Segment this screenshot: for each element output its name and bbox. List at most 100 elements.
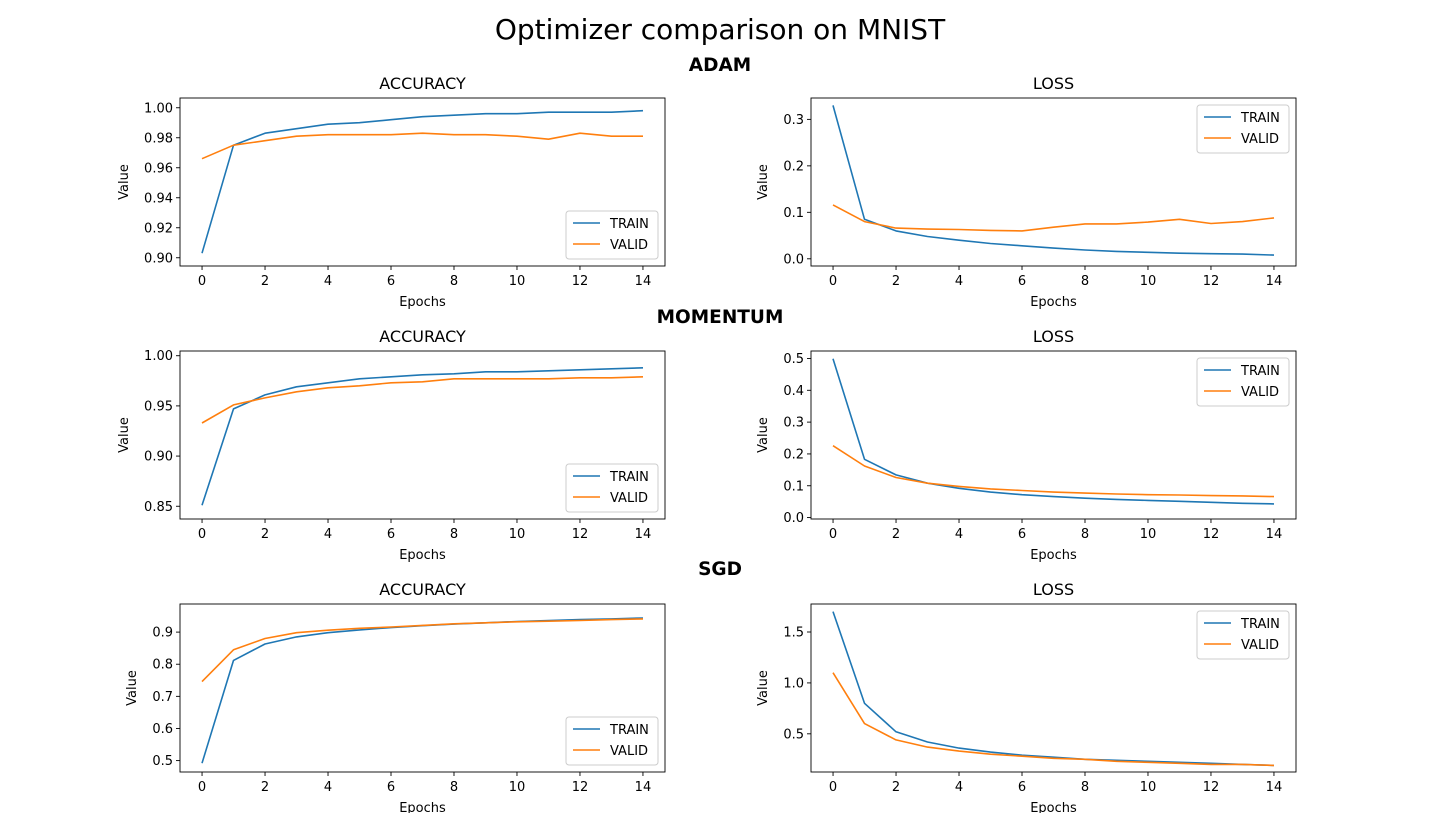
series-line-train	[201, 109, 644, 254]
legend: TRAIN VALID	[1196, 104, 1290, 154]
y-tick-label: 0.1	[783, 479, 804, 494]
x-tick-label: 8	[1081, 527, 1089, 542]
x-tick-label: 8	[1081, 780, 1089, 795]
x-tick-label: 4	[955, 274, 963, 289]
x-tick-label: 4	[324, 527, 332, 542]
x-tick-label: 6	[387, 527, 395, 542]
axes-frame	[810, 350, 1297, 520]
x-axis-label: Epochs	[1030, 295, 1077, 310]
legend: TRAIN VALID	[565, 463, 659, 513]
x-tick-label: 4	[955, 527, 963, 542]
row-title-sgd: SGD	[698, 559, 742, 580]
figure-title: Optimizer comparison on MNIST	[494, 13, 946, 46]
x-tick-label: 6	[387, 274, 395, 289]
y-tick-label: 0.90	[144, 251, 173, 266]
subplot-sgd-accuracy: ACCURACY 0 2 4 6 8 10 12 14 0.5 0.6 0.7 0.8 0.9 Epochs…	[125, 580, 666, 813]
x-tick-label: 12	[572, 780, 589, 795]
series-line-valid	[832, 672, 1275, 767]
y-axis-label: Value	[117, 164, 132, 200]
x-tick-label: 10	[509, 527, 526, 542]
x-tick-label: 0	[198, 527, 206, 542]
y-tick-label: 0.95	[144, 399, 173, 414]
y-tick-label: 1.00	[144, 101, 173, 116]
x-tick-label: 10	[1140, 274, 1157, 289]
y-tick-label: 0.2	[783, 159, 804, 174]
row-title-adam: ADAM	[688, 55, 752, 76]
legend-label-valid: VALID	[1241, 385, 1279, 400]
x-tick-label: 14	[1266, 274, 1283, 289]
y-tick-label: 0.5	[783, 352, 804, 367]
series-line-train	[832, 358, 1275, 505]
x-tick-label: 12	[1203, 780, 1220, 795]
y-tick-label: 1.5	[783, 626, 804, 641]
axes-frame	[810, 97, 1297, 267]
x-tick-label: 10	[1140, 527, 1157, 542]
series-line-train	[832, 611, 1275, 767]
y-tick-label: 0.90	[144, 450, 173, 465]
x-tick-label: 10	[509, 780, 526, 795]
x-tick-label: 10	[1140, 780, 1157, 795]
y-tick-label: 0.1	[783, 206, 804, 221]
legend-label-train: TRAIN	[609, 723, 649, 738]
x-tick-label: 4	[324, 780, 332, 795]
y-tick-label: 0.4	[783, 384, 804, 399]
x-tick-label: 2	[261, 780, 269, 795]
y-tick-label: 1.00	[144, 349, 173, 364]
legend: TRAIN VALID	[565, 210, 659, 260]
x-tick-label: 14	[1266, 527, 1283, 542]
x-tick-label: 8	[450, 527, 458, 542]
legend-label-train: TRAIN	[1240, 617, 1280, 632]
x-tick-label: 0	[198, 780, 206, 795]
legend: TRAIN VALID	[1196, 610, 1290, 660]
x-tick-label: 2	[892, 780, 900, 795]
series-line-valid	[201, 132, 643, 160]
subplot-adam-accuracy: ACCURACY 0 2 4 6 8 10 12 14 0.90 0.92 0.94 0.96 0.98 1…	[117, 74, 666, 310]
y-tick-label: 0.3	[783, 416, 804, 431]
y-tick-label: 0.0	[783, 511, 804, 526]
x-axis-label: Epochs	[399, 548, 446, 563]
series-line-valid	[201, 618, 644, 683]
series-line-valid	[201, 376, 644, 424]
x-tick-label: 8	[1081, 274, 1089, 289]
y-tick-label: 0.6	[152, 722, 173, 737]
y-tick-label: 0.5	[152, 754, 173, 769]
series-line-valid	[832, 445, 1275, 498]
x-tick-label: 12	[572, 274, 589, 289]
subplot-title: LOSS	[1033, 327, 1074, 346]
x-tick-label: 0	[829, 780, 837, 795]
x-tick-label: 14	[1266, 780, 1283, 795]
subplot-title: LOSS	[1033, 580, 1074, 599]
y-tick-label: 0.94	[144, 191, 173, 206]
x-tick-label: 2	[892, 527, 900, 542]
legend-label-train: TRAIN	[609, 470, 649, 485]
x-tick-label: 6	[387, 780, 395, 795]
y-axis-label: Value	[756, 670, 771, 706]
x-tick-label: 2	[261, 527, 269, 542]
x-tick-label: 2	[261, 274, 269, 289]
y-tick-label: 1.0	[783, 676, 804, 691]
x-tick-label: 12	[1203, 274, 1220, 289]
subplot-title: LOSS	[1033, 74, 1074, 93]
legend-label-train: TRAIN	[1240, 111, 1280, 126]
legend-label-valid: VALID	[610, 238, 648, 253]
subplot-title: ACCURACY	[379, 580, 466, 599]
y-axis-label: Value	[756, 417, 771, 453]
x-tick-label: 2	[892, 274, 900, 289]
y-tick-label: 0.98	[144, 131, 173, 146]
x-tick-label: 0	[829, 274, 837, 289]
subplot-title: ACCURACY	[379, 74, 466, 93]
subplot-momentum-accuracy: ACCURACY 0 2 4 6 8 10 12 14 0.85 0.90 0.95 1.00 Epoch…	[117, 327, 666, 563]
y-tick-label: 0.85	[144, 500, 173, 515]
legend: TRAIN VALID	[1196, 357, 1290, 407]
x-tick-label: 14	[635, 527, 652, 542]
x-axis-label: Epochs	[399, 295, 446, 310]
x-tick-label: 6	[1018, 527, 1026, 542]
axes-frame	[179, 97, 666, 267]
axes-frame	[810, 603, 1297, 773]
x-tick-label: 8	[450, 780, 458, 795]
legend-label-train: TRAIN	[1240, 364, 1280, 379]
y-tick-label: 0.2	[783, 447, 804, 462]
y-axis-label: Value	[117, 417, 132, 453]
subplot-title: ACCURACY	[379, 327, 466, 346]
